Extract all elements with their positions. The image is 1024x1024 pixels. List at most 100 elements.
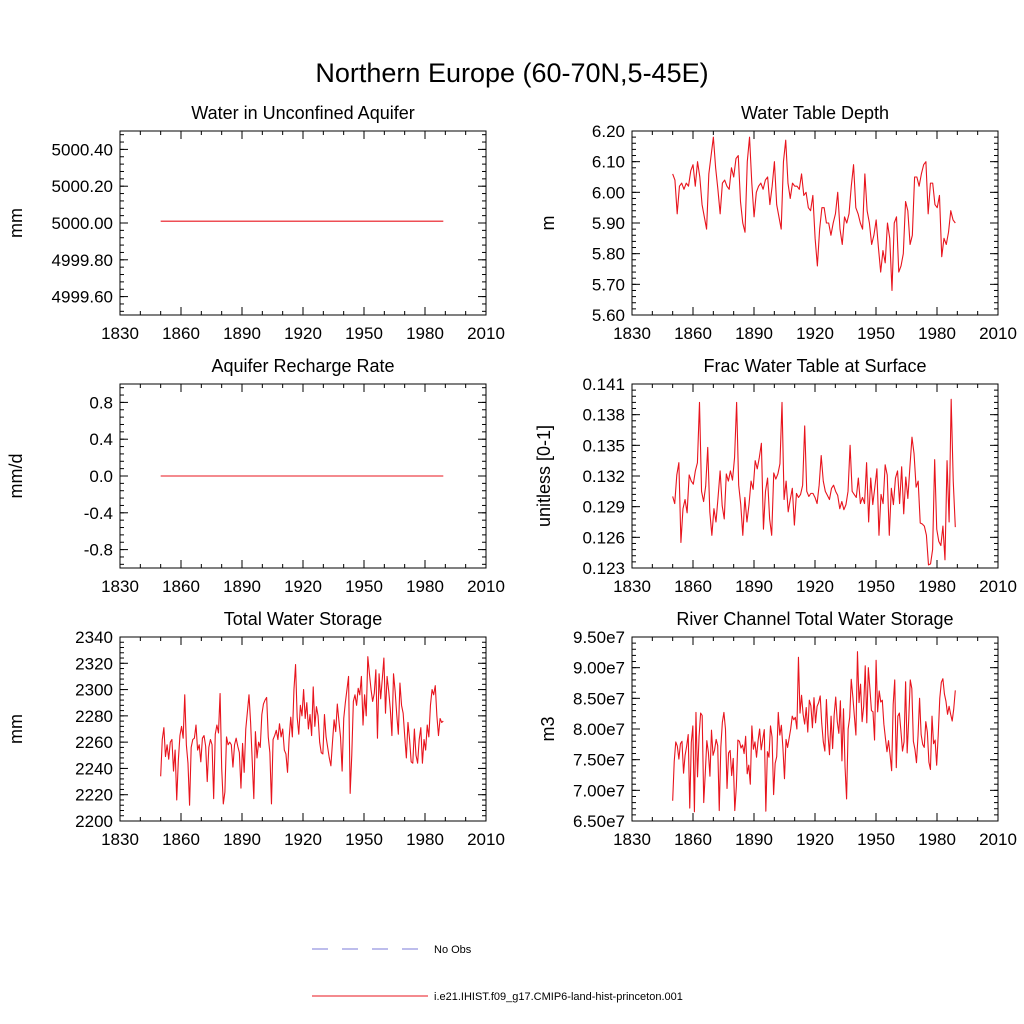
x-tick-label: 1890: [223, 830, 261, 849]
x-tick-label: 1980: [406, 324, 444, 343]
y-tick-label: 0.129: [582, 498, 625, 517]
y-axis-label: mm/d: [6, 454, 26, 499]
x-tick-label: 1950: [345, 830, 383, 849]
x-tick-label: 1980: [406, 830, 444, 849]
y-tick-label: 2260: [75, 733, 113, 752]
x-tick-label: 1980: [406, 577, 444, 596]
y-tick-label: 2300: [75, 681, 113, 700]
y-tick-label: 9.50e7: [573, 628, 625, 647]
y-tick-label: 0.135: [582, 436, 625, 455]
y-tick-label: 7.00e7: [573, 781, 625, 800]
y-tick-label: 0.8: [89, 393, 113, 412]
x-tick-label: 1980: [918, 577, 956, 596]
y-tick-label: 0.4: [89, 430, 113, 449]
panel-title: Frac Water Table at Surface: [703, 356, 926, 376]
x-tick-label: 1890: [223, 577, 261, 596]
x-tick-label: 1920: [284, 830, 322, 849]
y-tick-label: 5000.00: [52, 214, 113, 233]
x-tick-label: 1920: [284, 324, 322, 343]
x-tick-label: 1860: [162, 577, 200, 596]
x-tick-label: 1860: [674, 577, 712, 596]
y-tick-label: 6.50e7: [573, 812, 625, 831]
y-tick-label: 7.50e7: [573, 751, 625, 770]
y-tick-label: 6.10: [592, 153, 625, 172]
y-tick-label: 5.70: [592, 275, 625, 294]
y-tick-label: 5.90: [592, 214, 625, 233]
x-tick-label: 1950: [857, 324, 895, 343]
plot-frame: [119, 130, 487, 316]
y-tick-label: 4999.60: [52, 288, 113, 307]
y-axis-label: mm: [6, 714, 26, 744]
x-tick-label: 1830: [613, 830, 651, 849]
y-tick-label: 2280: [75, 707, 113, 726]
y-tick-label: -0.8: [84, 541, 113, 560]
x-tick-label: 1950: [857, 830, 895, 849]
y-tick-label: 0.123: [582, 559, 625, 578]
y-axis-label: mm: [6, 208, 26, 238]
x-tick-label: 1980: [918, 324, 956, 343]
chart-panel-p2: Water Table Depth 1830 1860 1890 1920 1950 198…: [538, 103, 1017, 343]
x-tick-label: 2010: [467, 324, 505, 343]
chart-panel-p4: Frac Water Table at Surface 1830 1860 1890 1…: [534, 356, 1017, 596]
x-tick-label: 1860: [674, 324, 712, 343]
y-axis-label: m3: [538, 716, 558, 741]
plot-frame: [119, 636, 487, 822]
plot-frame: [631, 636, 999, 822]
x-tick-label: 1980: [918, 830, 956, 849]
panel-title: Water Table Depth: [741, 103, 889, 123]
x-tick-label: 1860: [162, 324, 200, 343]
y-tick-label: 2200: [75, 812, 113, 831]
x-tick-label: 2010: [467, 577, 505, 596]
y-tick-label: 9.00e7: [573, 659, 625, 678]
x-tick-label: 1920: [284, 577, 322, 596]
y-tick-label: 0.141: [582, 375, 625, 394]
y-tick-label: 2240: [75, 759, 113, 778]
panel-title: Aquifer Recharge Rate: [211, 356, 394, 376]
legend-label-model-run: i.e21.IHIST.f09_g17.CMIP6-land-hist-prin…: [434, 991, 683, 1003]
y-tick-label: 8.00e7: [573, 720, 625, 739]
x-tick-label: 1890: [223, 324, 261, 343]
y-tick-label: 5000.40: [52, 140, 113, 159]
series-line-p6: [672, 651, 956, 813]
x-tick-label: 1860: [674, 830, 712, 849]
legend: No Obs i.e21.IHIST.f09_g17.CMIP6-land-hi…: [312, 944, 683, 1003]
y-tick-label: -0.4: [84, 504, 113, 523]
panel-title: Water in Unconfined Aquifer: [191, 103, 414, 123]
x-tick-label: 1830: [101, 324, 139, 343]
series-line-p4: [672, 398, 956, 566]
y-axis-label: m: [538, 216, 558, 231]
x-tick-label: 1830: [613, 324, 651, 343]
plot-frame: [631, 383, 999, 569]
series-line-p5: [160, 656, 444, 806]
chart-panels: Water in Unconfined Aquifer 1830 1860 1890 1…: [6, 103, 1017, 849]
x-tick-label: 1860: [162, 830, 200, 849]
y-tick-label: 2320: [75, 654, 113, 673]
x-tick-label: 2010: [979, 577, 1017, 596]
y-tick-label: 2220: [75, 786, 113, 805]
chart-panel-p5: Total Water Storage 1830 1860 1890 1920 1950 1…: [6, 609, 505, 849]
plot-frame: [631, 130, 999, 316]
y-tick-label: 6.00: [592, 183, 625, 202]
x-tick-label: 1950: [345, 577, 383, 596]
y-tick-label: 8.50e7: [573, 689, 625, 708]
x-tick-label: 1890: [735, 577, 773, 596]
y-tick-label: 5.60: [592, 306, 625, 325]
chart-panel-p3: Aquifer Recharge Rate 1830 1860 1890 1920 195…: [6, 356, 505, 596]
x-tick-label: 1830: [613, 577, 651, 596]
series-line-p2: [672, 136, 956, 292]
x-tick-label: 2010: [467, 830, 505, 849]
x-tick-label: 1950: [345, 324, 383, 343]
panel-title: Total Water Storage: [224, 609, 382, 629]
y-tick-label: 0.126: [582, 528, 625, 547]
x-tick-label: 1920: [796, 577, 834, 596]
x-tick-label: 1920: [796, 324, 834, 343]
x-tick-label: 1890: [735, 324, 773, 343]
y-tick-label: 4999.80: [52, 251, 113, 270]
x-tick-label: 1830: [101, 577, 139, 596]
x-tick-label: 1920: [796, 830, 834, 849]
y-tick-label: 5.80: [592, 245, 625, 264]
panel-title: River Channel Total Water Storage: [676, 609, 953, 629]
y-tick-label: 0.0: [89, 467, 113, 486]
x-tick-label: 1890: [735, 830, 773, 849]
